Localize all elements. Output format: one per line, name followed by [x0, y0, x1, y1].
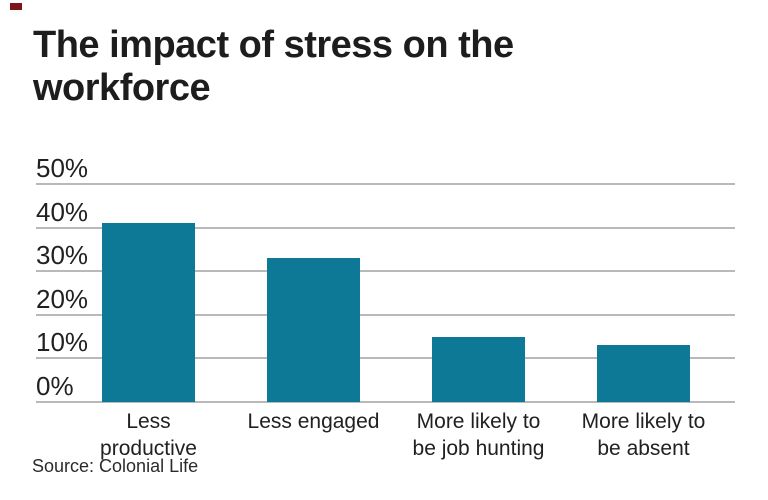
gridline [36, 357, 735, 360]
x-category-label: Less engaged [231, 408, 396, 435]
gridline [36, 401, 735, 403]
chart-title-line: The impact of stress on the [33, 24, 514, 66]
y-axis-tick-label: 30% [36, 240, 89, 271]
x-category-label: More likely to be job hunting [396, 408, 561, 462]
gridline [36, 183, 735, 185]
corner-accent-mark [10, 3, 22, 10]
x-category-label-line: Less [126, 410, 171, 433]
x-category-label: More likely to be absent [561, 408, 726, 462]
bar-more-likely-to-be-job-hunting [432, 336, 525, 402]
chart-title: The impact of stress on the workforce [33, 24, 514, 110]
y-axis-tick-label: 50% [36, 153, 89, 183]
y-axis-tick-label: 40% [36, 196, 89, 227]
x-category-label-line: be absent [597, 437, 690, 460]
x-category-label-line: Less engaged [247, 410, 380, 433]
chart-title-line: workforce [33, 67, 211, 109]
y-axis-tick-label: 20% [36, 283, 89, 314]
source-attribution: Source: Colonial Life [32, 456, 199, 476]
bar-more-likely-to-be-absent [597, 345, 690, 402]
bar-less-productive [102, 223, 195, 402]
x-category-label: Less productive [66, 408, 231, 462]
x-category-label-line: productive [100, 437, 197, 460]
gridline [36, 313, 735, 316]
x-axis-labels: Less productive Less engaged More likely to… [0, 408, 768, 464]
bar-less-engaged [267, 258, 360, 402]
plot-area: 50% 40% 30% 20% 10% 0% [36, 154, 735, 403]
gridline [36, 226, 735, 229]
y-axis-tick-label: 10% [36, 327, 89, 358]
x-category-label-line: More likely to [416, 410, 541, 433]
y-axis-tick-label: 0% [36, 371, 74, 401]
x-category-label-line: More likely to [581, 410, 706, 433]
x-category-label-line: be job hunting [412, 437, 545, 460]
gridline [36, 270, 735, 273]
